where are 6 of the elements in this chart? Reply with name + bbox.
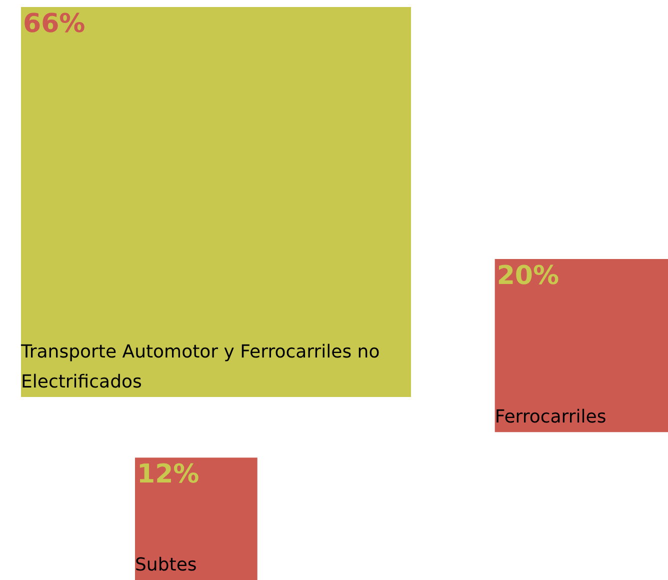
category-label: Subtes <box>135 554 197 576</box>
category-label: Transporte Automotor y Ferrocarriles no Electrificados <box>20 342 386 392</box>
data-label: 66% <box>23 9 86 39</box>
data-label: 20% <box>496 261 560 291</box>
data-label: 12% <box>137 460 200 490</box>
category-label: Ferrocarriles <box>494 406 606 428</box>
